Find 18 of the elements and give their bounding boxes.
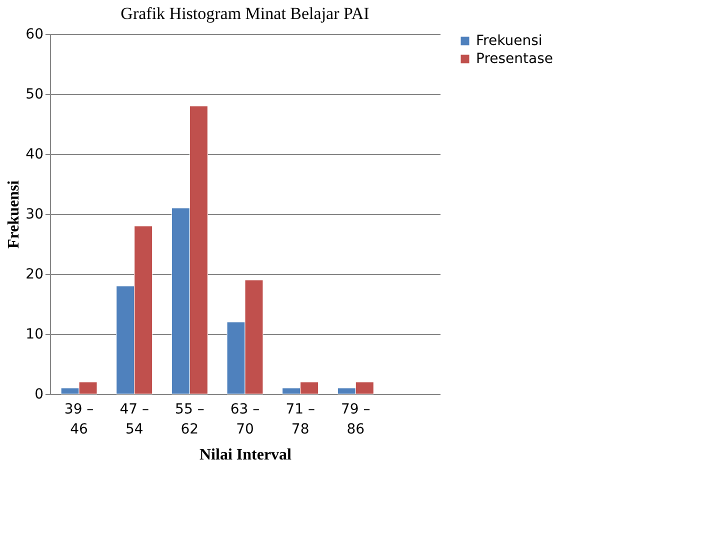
legend-label: Frekuensi <box>476 33 542 49</box>
y-tick-label: 10 <box>26 326 44 342</box>
x-tick-label: 39 – 46 <box>64 402 94 438</box>
y-tick-label: 20 <box>26 266 44 282</box>
y-tick-label: 40 <box>26 146 44 162</box>
chart-title: Grafik Histogram Minat Belajar PAI <box>120 4 370 23</box>
x-tick-label: 55 – 62 <box>175 402 204 438</box>
y-tick-label: 50 <box>26 86 44 102</box>
x-axis-title: Nilai Interval <box>200 446 292 464</box>
y-tick-label: 30 <box>26 206 44 222</box>
x-tick-label: 79 – 86 <box>341 402 370 438</box>
y-tick-label: 0 <box>34 386 44 402</box>
legend-label: Presentase <box>476 51 554 67</box>
y-tick-label: 60 <box>26 26 44 42</box>
y-axis-title: Frekuensi <box>6 180 23 249</box>
x-tick-label: 63 – 70 <box>230 402 260 438</box>
x-tick-label: 71 – 78 <box>286 402 315 438</box>
x-tick-label: 47 – 54 <box>120 402 149 438</box>
